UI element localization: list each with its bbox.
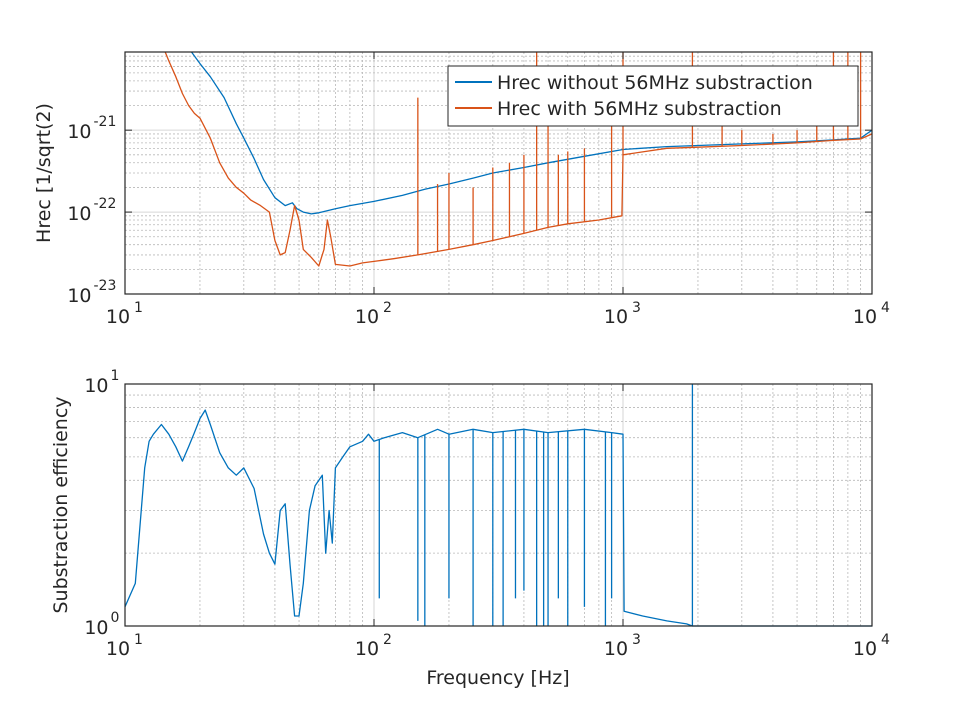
spectrum-series-0-line: [190, 51, 873, 215]
efficiency-y-tick-label: 10: [84, 375, 108, 397]
spectrum-y-tick-label: 10: [67, 121, 91, 143]
spectrum-y-tick-label: 10: [67, 285, 91, 307]
efficiency-y-axis-label: Substraction efficiency: [50, 396, 72, 613]
x-axis-label: Frequency [Hz]: [426, 667, 569, 689]
legend: Hrec without 56MHz substraction Hrec wit…: [447, 65, 859, 127]
efficiency-series-group: [124, 384, 872, 627]
efficiency-x-tick-exponent: 2: [383, 632, 392, 648]
efficiency-x-tick-label: 10: [853, 638, 877, 660]
efficiency-y-tick-exponent: 0: [111, 610, 120, 626]
efficiency-x-tick-label: 10: [106, 638, 130, 660]
spectrum-axes-box: [124, 51, 873, 295]
efficiency-tick-labels: 10 1 10 2 10 3 10 410 010 1: [84, 368, 890, 660]
efficiency-axes-box: [124, 383, 873, 627]
spectrum-x-tick-label: 10: [853, 306, 877, 328]
efficiency-plot: 10 1 10 2 10 3 10 410 010 1 Substraction efficien…: [50, 368, 890, 689]
spectrum-x-tick-exponent: 2: [383, 300, 392, 316]
spectrum-y-tick-exponent: -23: [94, 278, 117, 294]
efficiency-x-tick-label: 10: [355, 638, 379, 660]
spectrum-x-tick-label: 10: [604, 306, 628, 328]
efficiency-x-tick-label: 10: [604, 638, 628, 660]
efficiency-x-tick-exponent: 4: [881, 632, 890, 648]
spectrum-x-tick-label: 10: [106, 306, 130, 328]
efficiency-x-tick-exponent: 1: [134, 632, 143, 648]
spectrum-grid: [124, 51, 872, 295]
spectrum-x-tick-label: 10: [355, 306, 379, 328]
legend-label-with: Hrec with 56MHz substraction: [497, 98, 782, 120]
spectrum-y-axis-label: Hrec [1/sqrt(2): [33, 103, 55, 243]
efficiency-y-tick-exponent: 1: [111, 368, 120, 384]
efficiency-y-tick-label: 10: [84, 617, 108, 639]
spectrum-y-tick-exponent: -22: [94, 196, 117, 212]
legend-label-without: Hrec without 56MHz substraction: [497, 72, 813, 94]
spectrum-x-tick-exponent: 3: [632, 300, 641, 316]
spectrum-series-1-line: [164, 51, 873, 267]
efficiency-ticks: [124, 383, 873, 627]
spectrum-y-tick-label: 10: [67, 203, 91, 225]
spectrum-x-tick-exponent: 4: [881, 300, 890, 316]
efficiency-x-tick-exponent: 3: [632, 632, 641, 648]
spectrum-y-tick-exponent: -21: [94, 114, 117, 130]
efficiency-plot-area: [125, 384, 872, 626]
legend-box: [447, 65, 859, 127]
spectrum-x-tick-exponent: 1: [134, 300, 143, 316]
spectrum-ticks: [124, 52, 873, 295]
